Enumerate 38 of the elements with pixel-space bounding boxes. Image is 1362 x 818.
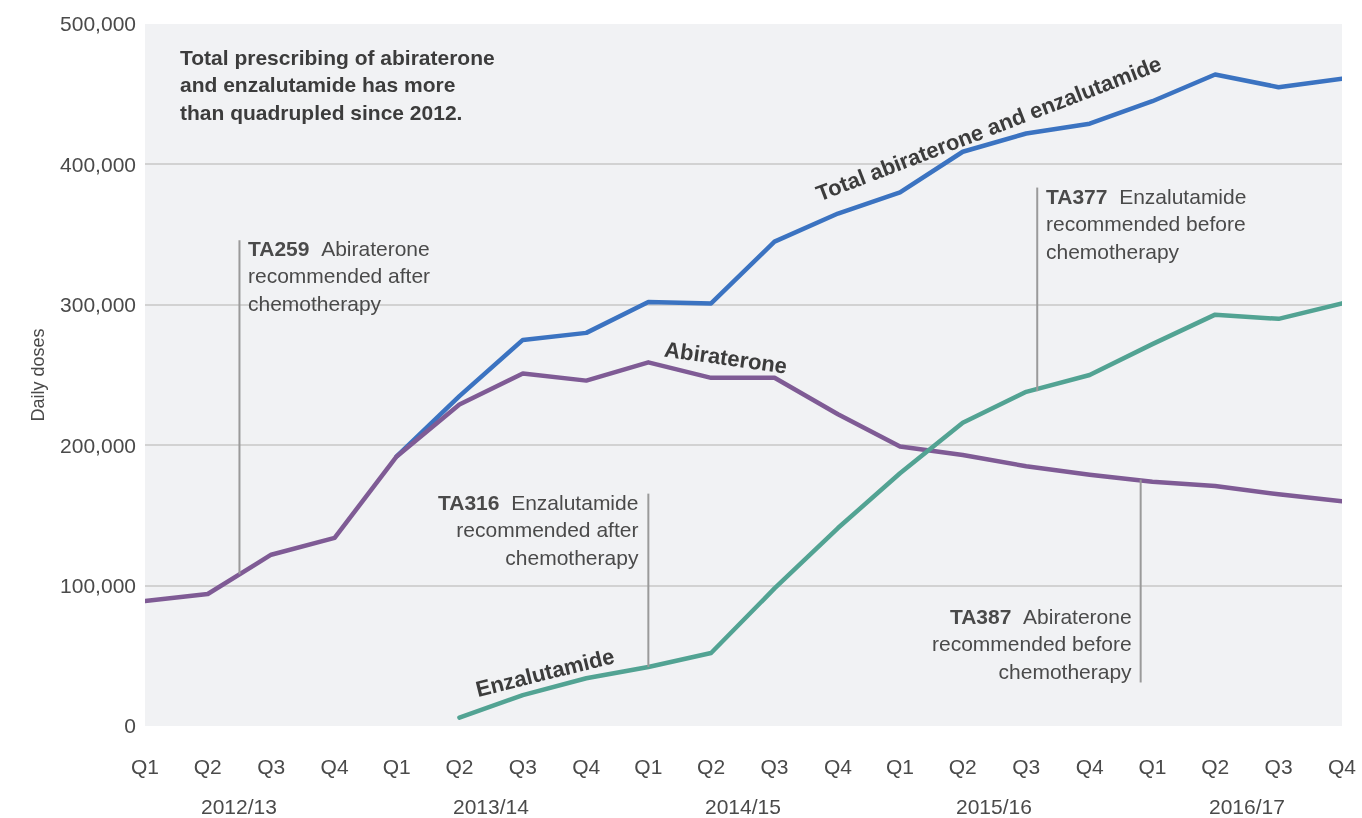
x-tick-label: Q2 — [948, 755, 977, 778]
x-tick-label: Q4 — [1075, 755, 1104, 778]
y-tick-label: 200,000 — [60, 433, 136, 457]
x-tick-label: Q4 — [823, 755, 853, 778]
text: 2016/17 — [1209, 795, 1285, 818]
y-tick-label: 400,000 — [60, 152, 136, 176]
x-tick-label: Q3 — [257, 755, 286, 778]
x-tick-label: Q3 — [1264, 755, 1293, 778]
y-tick-label: 0 — [124, 714, 136, 738]
y-axis-title: Daily doses — [28, 328, 49, 422]
x-tick-label: Q1 — [130, 755, 160, 778]
x-tick-label: Q4 — [1327, 755, 1357, 778]
x-tick-label: Q2 — [697, 755, 726, 778]
x-tick-label: Q4 — [572, 755, 601, 778]
ref-line-label: TA377 Enzalutamide recommended before chemotherapy — [1046, 185, 1247, 263]
text: 2014/15 — [705, 795, 781, 818]
text: 2012/13 — [201, 795, 277, 818]
x-tick-label: Q2 — [193, 755, 222, 778]
x-tick-label: Q2 — [445, 755, 474, 778]
x-tick-label: Q3 — [760, 755, 789, 778]
y-tick-label: 100,000 — [60, 573, 136, 597]
ref-line-label: TA387 Abiraterone recommended before chemotherapy — [932, 605, 1133, 683]
text: 2015/16 — [956, 795, 1032, 818]
x-tick-label: Q1 — [382, 755, 411, 778]
ref-line-label: TA316 Enzalutamide recommended after chemotherapy — [438, 491, 639, 569]
x-tick-label: Q1 — [1138, 755, 1167, 778]
ref-line-label: TA259 Abiraterone recommended after chemotherapy — [248, 237, 431, 315]
x-tick-label: Q3 — [1012, 755, 1041, 778]
x-tick-label: Q1 — [634, 755, 663, 778]
x-tick-label: Q4 — [320, 755, 349, 778]
text: Abiraterone — [662, 336, 789, 379]
text: 2013/14 — [453, 795, 530, 818]
x-tick-label: Q2 — [1201, 755, 1230, 778]
x-tick-label: Q3 — [508, 755, 537, 778]
y-tick-label: 500,000 — [60, 12, 136, 36]
text: Total prescribing of abiraterone and enzalutamide has more than quadrupled since 2012. — [180, 46, 495, 124]
x-tick-label: Q1 — [886, 755, 915, 778]
y-tick-label: 300,000 — [60, 293, 136, 317]
